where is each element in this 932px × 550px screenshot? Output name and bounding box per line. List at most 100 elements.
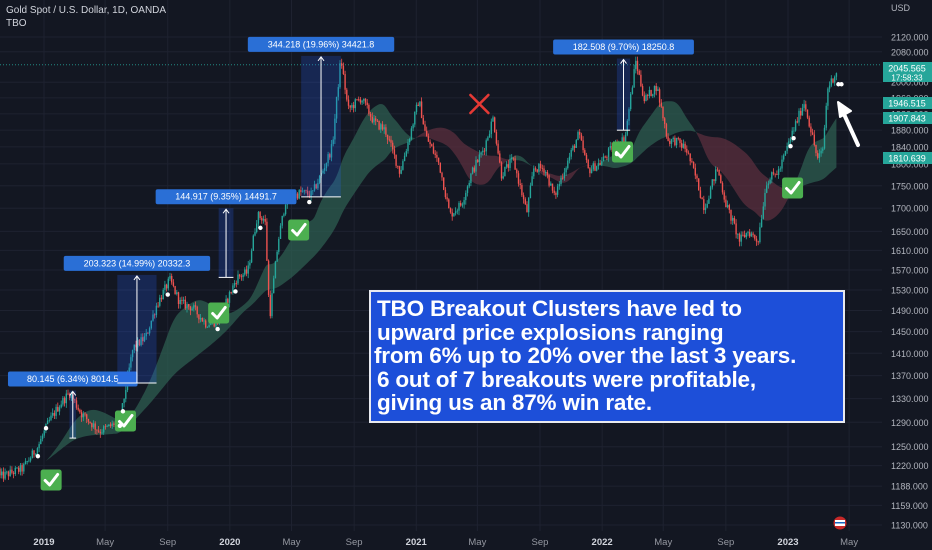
signal-dot [215, 326, 220, 332]
measure-label-box [247, 36, 395, 52]
candle-body [403, 155, 406, 162]
candle-body [514, 158, 516, 170]
candle-body [89, 421, 91, 424]
candle-body [774, 173, 776, 175]
price-tag [883, 62, 932, 82]
measure-label-box [155, 189, 297, 205]
candle-body [687, 152, 690, 154]
candle-body [29, 458, 32, 461]
candle-body [560, 177, 562, 185]
candle-body [368, 104, 370, 114]
candle-body [104, 426, 107, 428]
time-tick-label: May [96, 537, 114, 548]
candle-body [769, 179, 771, 184]
symbol-title[interactable]: Gold Spot / U.S. Dollar, 1D, OANDA [6, 5, 167, 16]
candle-body [201, 318, 203, 322]
candle-body [698, 178, 700, 191]
candle-body [703, 199, 705, 211]
signal-dot [165, 292, 170, 297]
candle-body [834, 76, 836, 83]
candle-body [189, 306, 192, 311]
candle-body [257, 212, 260, 224]
candle-body [771, 172, 773, 180]
price-tag-label: 1810.639 [888, 154, 926, 164]
candle-body [228, 292, 231, 303]
candle-body [575, 140, 577, 148]
time-tick-label: Sep [346, 537, 363, 548]
price-tag [883, 152, 932, 164]
candle-body [38, 444, 40, 449]
cross-icon [469, 93, 490, 115]
candle-body [101, 432, 103, 434]
candle-body [737, 233, 739, 235]
candle-body [565, 168, 567, 173]
candle-body [828, 85, 831, 89]
candle-body [446, 197, 448, 200]
candle-body [239, 274, 241, 277]
candle-body [14, 467, 16, 474]
candle-body [466, 186, 469, 193]
candle-body [585, 154, 588, 160]
price-tick-label: 1750.000 [891, 181, 929, 191]
candle-body [205, 320, 207, 328]
candle-body [422, 118, 424, 125]
candle-body [827, 88, 829, 106]
candle-body [567, 160, 569, 169]
candle-body [529, 185, 532, 199]
candle-body [271, 293, 273, 317]
measure-arrowhead-icon [620, 58, 627, 64]
price-tick-label: 1159.000 [891, 501, 928, 511]
candle-body [80, 412, 83, 418]
candle-body [143, 336, 146, 342]
candle-body [709, 187, 712, 199]
candle-body [436, 154, 438, 158]
candle-body [470, 173, 472, 184]
candle-body [679, 138, 681, 144]
candle-body [517, 173, 520, 184]
price-tick-label: 1410.000 [891, 349, 929, 359]
measure-label: 203.323 (14.99%) 20332.3 [84, 258, 191, 268]
check-mark-icon [211, 306, 227, 320]
candle-body [454, 211, 457, 214]
candle-body [375, 118, 377, 121]
cloud-bearish [697, 132, 794, 221]
candle-body [803, 104, 805, 108]
candle-body [801, 107, 804, 116]
candle-body [696, 175, 698, 179]
candle-body [337, 87, 339, 97]
indicator-label[interactable]: TBO [6, 18, 27, 29]
candle-body [4, 471, 6, 479]
candle-body [16, 467, 18, 469]
candle-body [11, 469, 13, 473]
candle-body [198, 314, 200, 320]
candle-body [429, 141, 431, 145]
price-tick-label: 1570.000 [891, 265, 929, 275]
candle-body [174, 286, 176, 294]
candle-body [266, 221, 268, 261]
candle-body [733, 217, 736, 224]
flag-icon[interactable] [833, 516, 847, 530]
candle-body [92, 423, 95, 428]
candle-body [133, 344, 135, 351]
candle-body [522, 195, 525, 200]
candle-body [519, 183, 521, 186]
candle-body [810, 126, 812, 133]
candle-body [113, 423, 115, 426]
candle-body [369, 113, 372, 117]
price-tick-label: 1330.000 [891, 394, 929, 404]
candle-body [23, 464, 25, 472]
candle-body [562, 177, 564, 179]
candle-body [412, 124, 414, 129]
candle-body [184, 299, 186, 309]
candle-body [762, 206, 764, 219]
candle-body [407, 142, 409, 152]
candle-body [594, 163, 596, 171]
candle-body [97, 430, 100, 432]
price-tick-label: 2000.000 [891, 78, 929, 88]
candle-body [274, 261, 277, 279]
candle-body [388, 139, 390, 141]
candle-body [480, 152, 482, 155]
candle-body [664, 118, 666, 125]
candle-body [766, 185, 768, 193]
